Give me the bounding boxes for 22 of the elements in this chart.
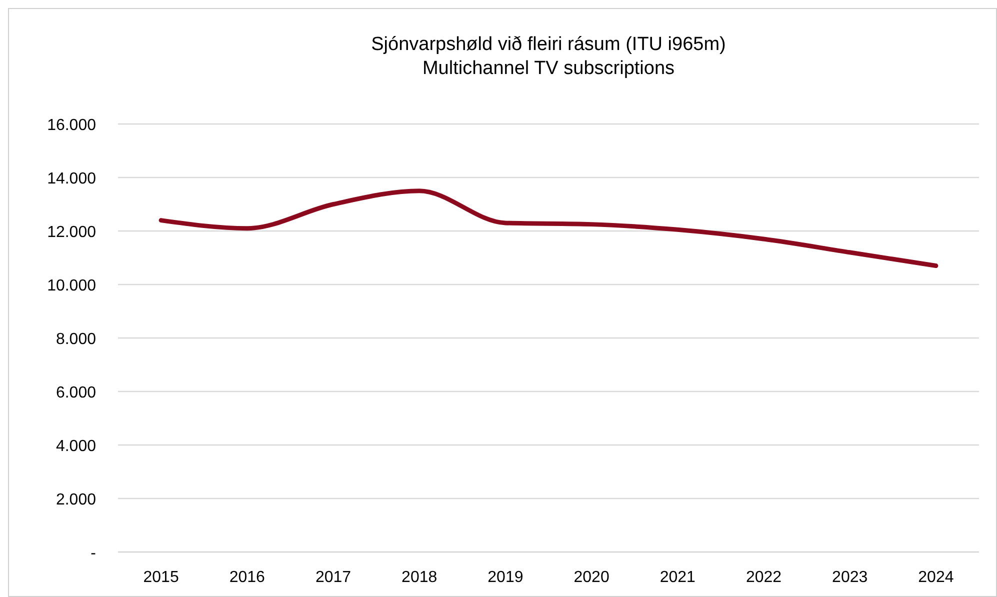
chart-title: Sjónvarpshøld við fleiri rásum (ITU i965m) [371,34,726,55]
y-tick-label: 4.000 [56,438,96,455]
x-tick-label: 2018 [402,569,438,586]
y-tick-label: - [90,545,96,562]
x-tick-label: 2023 [832,569,868,586]
y-tick-label: 12.000 [47,224,96,241]
line-series [158,188,938,268]
y-tick-label: 16.000 [47,117,96,134]
y-tick-label: 6.000 [56,384,96,402]
chart-subtitle: Multichannel TV subscriptions [422,58,675,79]
x-tick-label: 2021 [660,569,696,586]
x-tick-label: 2022 [746,569,782,586]
y-tick-label: 2.000 [56,492,96,508]
x-tick-label: 2024 [918,569,954,586]
x-tick-label: 2020 [574,569,610,586]
y-tick-label: 10.000 [47,278,96,294]
x-tick-label: 2017 [315,569,352,586]
x-tick-label: 2019 [488,569,524,586]
y-tick-label: 8.000 [56,331,96,348]
x-tick-label: 2015 [143,569,179,586]
y-tick-label: 14.000 [47,170,96,188]
x-tick-label: 2016 [229,569,266,586]
